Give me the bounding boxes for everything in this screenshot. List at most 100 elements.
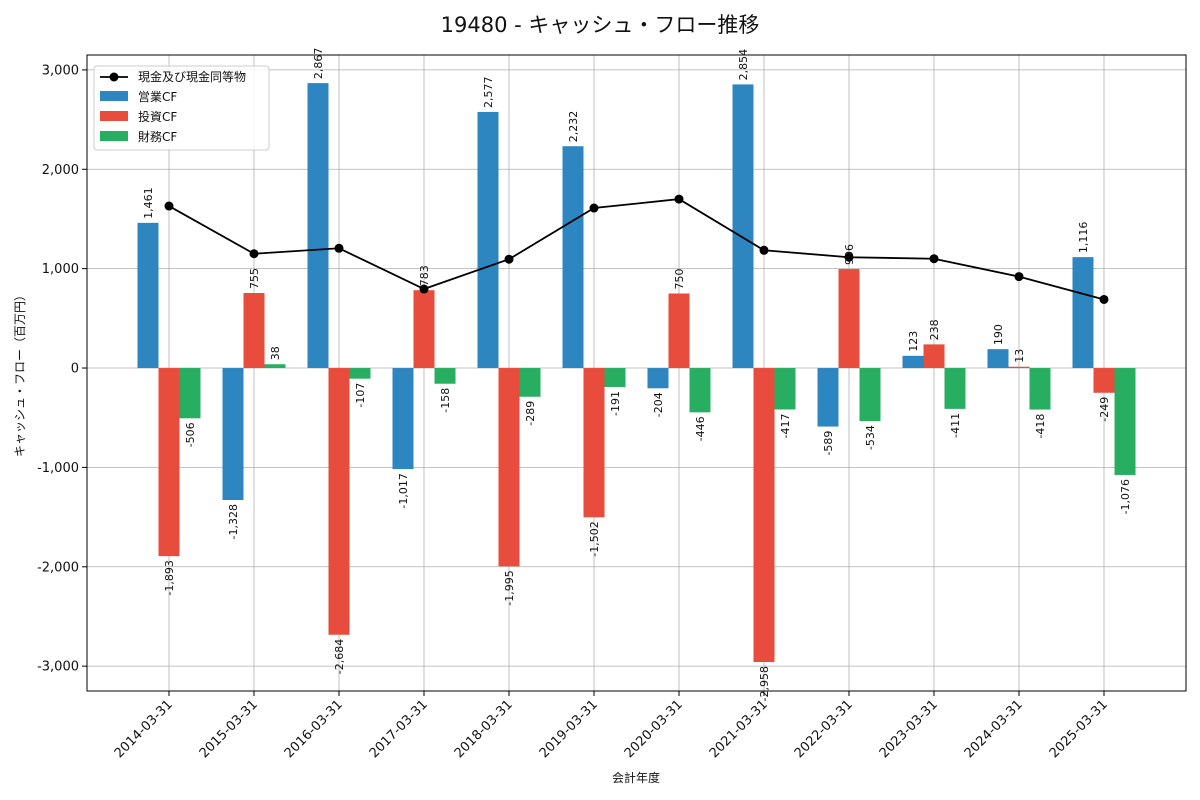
x-tick-label: 2023-03-31 — [877, 697, 941, 761]
bar-value-label: 2,867 — [312, 48, 325, 80]
cash-line-path — [168, 198, 1105, 301]
legend-label-investing: 投資CF — [138, 109, 177, 124]
bar — [817, 368, 839, 427]
bar — [498, 368, 520, 567]
cash-line-point — [759, 245, 769, 255]
y-tick-label: 0 — [71, 362, 79, 377]
legend-label-operating: 営業CF — [138, 90, 177, 104]
cash-line-point — [334, 243, 344, 253]
bar-value-label: -1,893 — [163, 560, 176, 595]
x-axis-label: 会計年度 — [612, 770, 660, 785]
x-tick-label: 2017-03-31 — [367, 697, 431, 761]
cash-line-point — [844, 252, 854, 262]
bar-value-label: 123 — [907, 331, 920, 352]
bar-value-label: 755 — [248, 268, 261, 289]
bar — [307, 83, 329, 369]
legend-label-cash: 現金及び現金同等物 — [138, 69, 246, 84]
bar-value-label: -534 — [864, 425, 877, 450]
cash-line-point — [929, 254, 939, 264]
bar-value-label: -589 — [822, 431, 835, 456]
cash-line-point — [674, 194, 684, 204]
bar — [838, 269, 860, 369]
y-tick-label: 1,000 — [42, 262, 79, 277]
cash-line-point — [419, 284, 429, 294]
x-tick-label: 2019-03-31 — [537, 697, 601, 761]
bar — [583, 368, 605, 518]
y-tick-label: 3,000 — [42, 63, 79, 78]
bar — [179, 368, 201, 419]
bar — [158, 368, 180, 557]
bar — [1093, 368, 1115, 393]
x-tick-label: 2022-03-31 — [792, 697, 856, 761]
bar-value-label: -1,995 — [503, 570, 516, 605]
bar-value-label: -418 — [1034, 414, 1047, 439]
bar — [477, 111, 499, 369]
legend-line-marker — [109, 72, 119, 82]
legend-box — [93, 65, 270, 151]
bar — [923, 344, 945, 369]
y-tick-label: -1,000 — [37, 461, 79, 476]
bar-value-label: -411 — [949, 413, 962, 438]
bar-value-label: -417 — [779, 413, 792, 438]
x-tick-label: 2018-03-31 — [452, 697, 516, 761]
bar-value-label: -446 — [694, 416, 707, 441]
bar — [774, 368, 796, 410]
legend-label-financing: 財務CF — [138, 129, 177, 144]
bars — [137, 83, 1136, 662]
bar — [264, 364, 286, 369]
bar-value-label: 1,116 — [1077, 222, 1090, 254]
bar — [413, 290, 435, 369]
bar — [689, 368, 711, 413]
x-tick-label: 2015-03-31 — [197, 697, 261, 761]
bar — [944, 368, 966, 409]
x-tick-label: 2024-03-31 — [962, 697, 1026, 761]
legend-swatch-investing — [100, 111, 128, 121]
cash-line-point — [249, 249, 259, 259]
cash-line-point — [1014, 272, 1024, 282]
y-tick-label: 2,000 — [42, 163, 79, 178]
bar — [732, 84, 754, 369]
bar — [902, 355, 924, 369]
x-axis: 2014-03-31 2015-03-31 2016-03-31 2017-03-31… — [112, 691, 1111, 761]
bar-value-label: -2,958 — [758, 666, 771, 701]
bar — [668, 293, 690, 369]
x-tick-label: 2020-03-31 — [622, 697, 686, 761]
bar — [243, 293, 265, 369]
cash-line — [164, 194, 1109, 304]
cash-line-point — [589, 203, 599, 213]
bar-value-label: -107 — [354, 383, 367, 408]
chart-title: 19480 - キャッシュ・フロー推移 — [441, 13, 760, 37]
x-tick-label: 2025-03-31 — [1047, 697, 1111, 761]
bar — [1114, 368, 1136, 475]
bar — [604, 368, 626, 388]
bar-value-label: -1,328 — [227, 504, 240, 539]
bar — [1008, 366, 1030, 369]
bar — [987, 349, 1009, 369]
bar-value-label: -506 — [184, 422, 197, 447]
bar-value-label: -204 — [652, 392, 665, 417]
bar — [1029, 368, 1051, 410]
bar — [519, 368, 541, 397]
bar-value-label: -1,502 — [588, 521, 601, 556]
bar-value-label: -249 — [1098, 397, 1111, 422]
x-tick-label: 2016-03-31 — [282, 697, 346, 761]
bar — [222, 368, 244, 501]
bar-value-label: -1,017 — [397, 473, 410, 508]
cash-line-point — [504, 254, 514, 264]
y-axis-label: キャッシュ・フロー（百万円） — [13, 289, 27, 457]
bar — [434, 368, 456, 384]
bar-value-label: 783 — [418, 265, 431, 286]
bar — [647, 368, 669, 389]
bar-value-label: 2,854 — [737, 49, 750, 81]
legend-swatch-operating — [100, 91, 128, 101]
bar — [562, 146, 584, 369]
legend: 現金及び現金同等物 営業CF 投資CF 財務CF — [93, 65, 270, 151]
bar — [753, 368, 775, 662]
plot-frame — [86, 54, 1187, 692]
bar-value-label: 996 — [843, 244, 856, 265]
cash-line-point — [1099, 294, 1109, 304]
bar-value-label: -191 — [609, 391, 622, 416]
bar — [328, 368, 350, 635]
cash-line-point — [164, 201, 174, 211]
